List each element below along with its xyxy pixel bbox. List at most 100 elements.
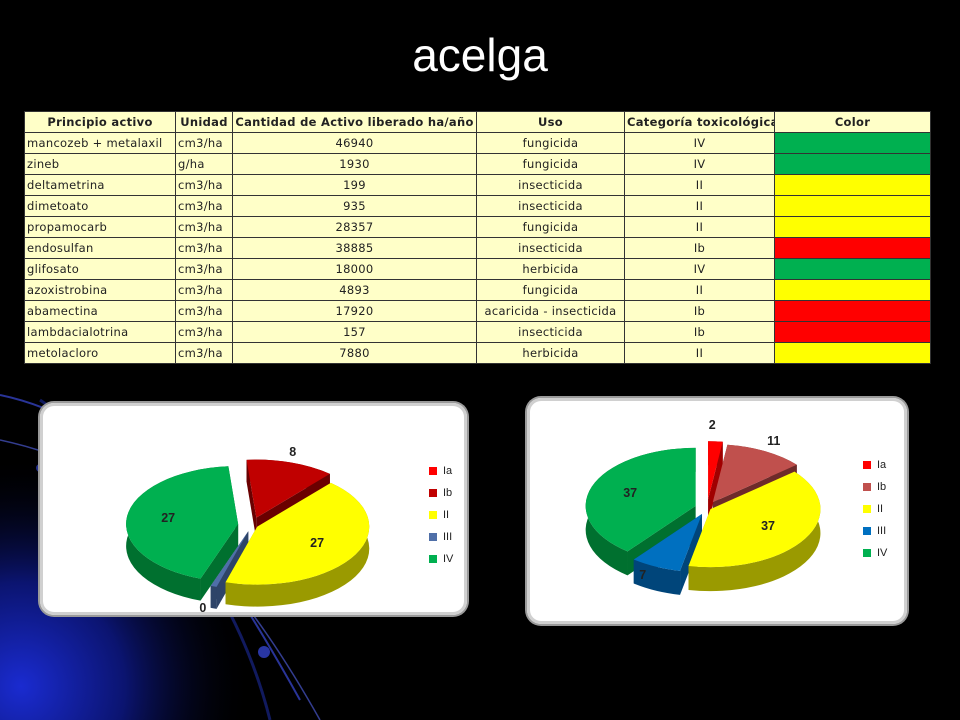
- legend-item: III: [863, 520, 887, 542]
- cell-color: [774, 279, 931, 301]
- cell-cantidad: 157: [232, 321, 477, 343]
- legend-item: IV: [863, 542, 887, 564]
- table-row: glifosato cm3/ha 18000 herbicida IV: [24, 258, 931, 280]
- cell-unidad: cm3/ha: [175, 321, 233, 343]
- legend-label: Ib: [443, 487, 453, 499]
- cell-color: [774, 342, 931, 364]
- cell-uso: fungicida: [476, 132, 625, 154]
- legend-label: Ia: [877, 459, 887, 471]
- pie-1-tops: [126, 459, 370, 587]
- cell-principio-activo: zineb: [24, 153, 176, 175]
- cell-unidad: cm3/ha: [175, 279, 233, 301]
- cell-uso: insecticida: [476, 237, 625, 259]
- header-color: Color: [774, 111, 931, 133]
- cell-uso: fungicida: [476, 279, 625, 301]
- cell-principio-activo: dimetoato: [24, 195, 176, 217]
- cell-color: [774, 258, 931, 280]
- cell-cantidad: 4893: [232, 279, 477, 301]
- pie-1-slice-Ib: [246, 459, 330, 518]
- cell-uso: acaricida - insecticida: [476, 300, 625, 322]
- legend-swatch: [429, 533, 437, 541]
- legend-swatch: [863, 483, 871, 491]
- cell-categoria: II: [624, 195, 775, 217]
- pie-chart-1: [126, 459, 370, 609]
- pie-1-label-II: 27: [310, 535, 325, 550]
- cell-uso: herbicida: [476, 342, 625, 364]
- cell-categoria: II: [624, 342, 775, 364]
- pie-1-slice-II: [225, 482, 370, 585]
- header-principio-activo: Principio activo: [24, 111, 176, 133]
- pie-chart-1-card: Ia Ib II III IV 8 27 0 27: [40, 403, 467, 615]
- pie-2-slice-III: [633, 513, 702, 571]
- cell-principio-activo: abamectina: [24, 300, 176, 322]
- pesticide-table-grid: Principio activo Unidad Cantidad de Acti…: [24, 111, 931, 364]
- cell-color: [774, 321, 931, 343]
- table-header-row: Principio activo Unidad Cantidad de Acti…: [24, 111, 931, 133]
- legend-item: Ib: [429, 482, 453, 504]
- cell-categoria: II: [624, 279, 775, 301]
- table-row: azoxistrobina cm3/ha 4893 fungicida II: [24, 279, 931, 301]
- pie-2-label-II: 37: [761, 519, 776, 534]
- cell-uso: insecticida: [476, 174, 625, 196]
- legend-swatch: [863, 549, 871, 557]
- pie-2-label-III: 7: [639, 568, 647, 583]
- header-unidad: Unidad: [175, 111, 233, 133]
- table-row: deltametrina cm3/ha 199 insecticida II: [24, 174, 931, 196]
- pie-1-wall-III: [210, 585, 217, 609]
- cell-cantidad: 1930: [232, 153, 477, 175]
- cell-cantidad: 28357: [232, 216, 477, 238]
- pie-1-edge-III-a: [216, 531, 249, 609]
- table-row: lambdacialotrina cm3/ha 157 insecticida Ib: [24, 321, 931, 343]
- pie-chart-2: [585, 441, 821, 595]
- pesticide-table: Principio activo Unidad Cantidad de Acti…: [24, 111, 931, 364]
- cell-cantidad: 17920: [232, 300, 477, 322]
- cell-color: [774, 174, 931, 196]
- legend-swatch: [429, 511, 437, 519]
- legend-label: III: [877, 525, 887, 537]
- cell-color: [774, 300, 931, 322]
- pie-1-label-III: 0: [199, 600, 207, 615]
- cell-principio-activo: mancozeb + metalaxil: [24, 132, 176, 154]
- pie-2-slice-Ia: [708, 441, 723, 500]
- legend-item: Ib: [863, 476, 887, 498]
- cell-categoria: Ib: [624, 237, 775, 259]
- pie-chart-1-legend: Ia Ib II III IV: [429, 460, 453, 570]
- pie-2-slice-II: [688, 471, 821, 568]
- pie-1-slice-III: [210, 531, 249, 587]
- legend-swatch: [429, 467, 437, 475]
- cell-categoria: IV: [624, 153, 775, 175]
- cell-principio-activo: propamocarb: [24, 216, 176, 238]
- pie-2-slice-Ib: [712, 444, 797, 503]
- table-row: propamocarb cm3/ha 28357 fungicida II: [24, 216, 931, 238]
- legend-item: II: [429, 504, 453, 526]
- legend-item: Ia: [863, 454, 887, 476]
- table-row: mancozeb + metalaxil cm3/ha 46940 fungicida…: [24, 132, 931, 154]
- cell-uso: fungicida: [476, 153, 625, 175]
- table-row: abamectina cm3/ha 17920 acaricida - insecti…: [24, 300, 931, 322]
- legend-swatch: [429, 489, 437, 497]
- pie-1-label-Ib: 8: [289, 444, 297, 459]
- pie-2-label-Ia: 2: [708, 417, 716, 432]
- slide-title: acelga: [412, 29, 548, 81]
- legend-label: Ib: [877, 481, 887, 493]
- cell-categoria: IV: [624, 132, 775, 154]
- cell-cantidad: 7880: [232, 342, 477, 364]
- pie-2-wall-II: [688, 471, 821, 592]
- table-row: metolacloro cm3/ha 7880 herbicida II: [24, 342, 931, 364]
- pie-1-slice-IV: [126, 466, 239, 579]
- cell-cantidad: 46940: [232, 132, 477, 154]
- pie-2-slice-IV: [585, 447, 696, 552]
- pie-2-wall-III: [633, 559, 681, 595]
- pie-chart-2-card: Ia Ib II III IV 2 11 37 7 37: [527, 398, 907, 624]
- legend-item: III: [429, 526, 453, 548]
- cell-categoria: II: [624, 216, 775, 238]
- cell-color: [774, 195, 931, 217]
- cell-categoria: IV: [624, 258, 775, 280]
- cell-unidad: cm3/ha: [175, 216, 233, 238]
- pie-2-edge-III-a: [680, 513, 702, 595]
- table-row: dimetoato cm3/ha 935 insecticida II: [24, 195, 931, 217]
- cell-cantidad: 935: [232, 195, 477, 217]
- cell-uso: fungicida: [476, 216, 625, 238]
- cell-color: [774, 216, 931, 238]
- legend-item: II: [863, 498, 887, 520]
